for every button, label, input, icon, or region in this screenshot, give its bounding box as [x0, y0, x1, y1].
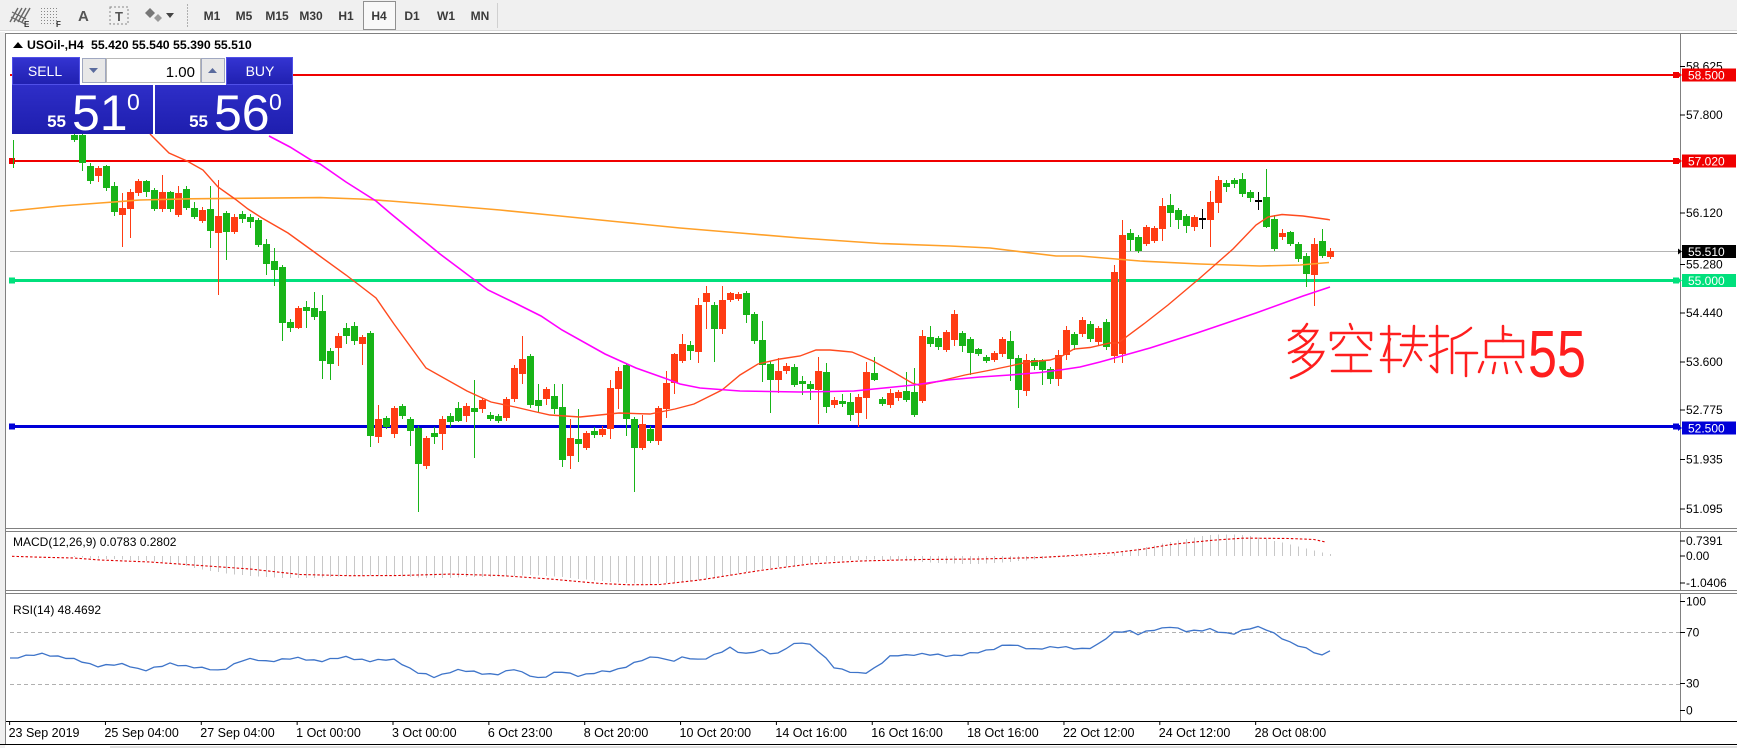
- svg-text:10 Oct 20:00: 10 Oct 20:00: [680, 726, 752, 740]
- svg-text:58.500: 58.500: [1688, 69, 1725, 83]
- svg-text:55: 55: [189, 112, 208, 131]
- svg-text:0: 0: [269, 89, 282, 115]
- svg-text:T: T: [115, 9, 123, 24]
- svg-text:24 Oct 12:00: 24 Oct 12:00: [1159, 726, 1231, 740]
- svg-text:28 Oct 08:00: 28 Oct 08:00: [1255, 726, 1327, 740]
- svg-text:100: 100: [1686, 595, 1706, 609]
- svg-text:57.800: 57.800: [1686, 108, 1723, 122]
- svg-text:55: 55: [47, 112, 66, 131]
- svg-text:25 Sep 04:00: 25 Sep 04:00: [104, 726, 178, 740]
- svg-text:M30: M30: [299, 9, 323, 23]
- svg-text:52.500: 52.500: [1688, 422, 1725, 436]
- svg-text:0: 0: [127, 89, 140, 115]
- svg-text:55.000: 55.000: [1688, 274, 1725, 288]
- svg-text:MN: MN: [471, 9, 490, 23]
- svg-text:54.440: 54.440: [1686, 306, 1723, 320]
- svg-text:14 Oct 16:00: 14 Oct 16:00: [775, 726, 847, 740]
- svg-text:3 Oct 00:00: 3 Oct 00:00: [392, 726, 457, 740]
- svg-text:-1.0406: -1.0406: [1686, 576, 1727, 590]
- svg-text:E: E: [24, 20, 30, 29]
- svg-text:16 Oct 16:00: 16 Oct 16:00: [871, 726, 943, 740]
- svg-text:SELL: SELL: [28, 63, 62, 79]
- svg-text:55.510: 55.510: [1688, 245, 1725, 259]
- svg-text:51: 51: [72, 85, 128, 141]
- svg-text:18 Oct 16:00: 18 Oct 16:00: [967, 726, 1039, 740]
- svg-text:MACD(12,26,9) 0.0783 0.2802: MACD(12,26,9) 0.0783 0.2802: [13, 535, 177, 549]
- svg-text:M5: M5: [236, 9, 253, 23]
- svg-text:8 Oct 20:00: 8 Oct 20:00: [584, 726, 649, 740]
- svg-text:56.120: 56.120: [1686, 206, 1723, 220]
- svg-text:51.935: 51.935: [1686, 453, 1723, 467]
- svg-text:0.7391: 0.7391: [1686, 534, 1723, 548]
- svg-text:27 Sep 04:00: 27 Sep 04:00: [200, 726, 274, 740]
- svg-text:H4: H4: [371, 9, 387, 23]
- svg-text:70: 70: [1686, 626, 1700, 640]
- svg-text:57.020: 57.020: [1688, 155, 1725, 169]
- svg-text:H1: H1: [338, 9, 354, 23]
- svg-text:52.775: 52.775: [1686, 403, 1723, 417]
- svg-text:55: 55: [1528, 317, 1586, 392]
- svg-text:51.095: 51.095: [1686, 502, 1723, 516]
- svg-text:D1: D1: [404, 9, 420, 23]
- svg-text:23 Sep 2019: 23 Sep 2019: [9, 726, 80, 740]
- svg-text:6 Oct 23:00: 6 Oct 23:00: [488, 726, 553, 740]
- svg-text:F: F: [56, 20, 61, 29]
- svg-text:BUY: BUY: [246, 63, 275, 79]
- svg-text:0.00: 0.00: [1686, 549, 1710, 563]
- svg-text:M1: M1: [204, 9, 221, 23]
- svg-text:55.420 55.540 55.390 55.510: 55.420 55.540 55.390 55.510: [91, 38, 252, 52]
- svg-text:M15: M15: [265, 9, 289, 23]
- svg-text:W1: W1: [437, 9, 455, 23]
- svg-text:30: 30: [1686, 677, 1700, 691]
- svg-text:56: 56: [214, 85, 270, 141]
- svg-text:22 Oct 12:00: 22 Oct 12:00: [1063, 726, 1135, 740]
- svg-text:1 Oct 00:00: 1 Oct 00:00: [296, 726, 361, 740]
- svg-text:USOil-,H4: USOil-,H4: [27, 38, 84, 52]
- svg-text:55.280: 55.280: [1686, 258, 1723, 272]
- svg-text:RSI(14) 48.4692: RSI(14) 48.4692: [13, 603, 101, 617]
- svg-text:53.600: 53.600: [1686, 355, 1723, 369]
- svg-text:0: 0: [1686, 704, 1693, 718]
- svg-text:A: A: [78, 8, 89, 25]
- svg-text:1.00: 1.00: [166, 64, 195, 81]
